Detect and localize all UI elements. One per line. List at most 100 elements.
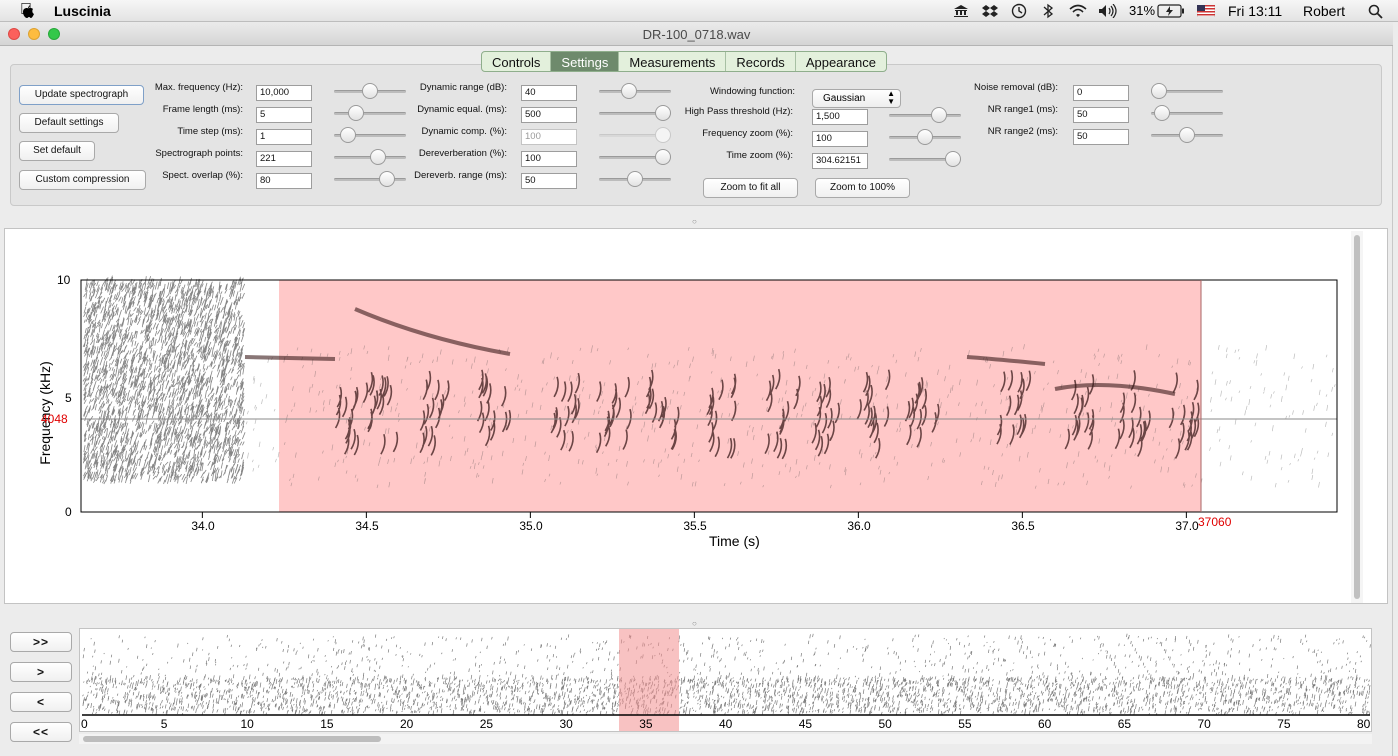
selection-region[interactable]	[279, 280, 1201, 512]
col2-3-slider-knob[interactable]	[655, 149, 671, 165]
dropbox-icon[interactable]	[981, 4, 999, 18]
battery-icon[interactable]	[1157, 4, 1185, 18]
col3-2-slider-knob[interactable]	[945, 151, 961, 167]
col1-0-slider[interactable]	[334, 83, 406, 99]
flag-icon[interactable]	[1197, 5, 1215, 17]
col1-2-slider-knob[interactable]	[339, 127, 356, 143]
fast-back-button[interactable]: <<	[10, 722, 72, 742]
stepper-arrows-icon: ▲ ▼	[887, 89, 895, 106]
splitter-handle-2-icon[interactable]: ○	[692, 619, 697, 628]
col4-0-field[interactable]: 0	[1073, 85, 1129, 101]
user-menu[interactable]: Robert	[1303, 3, 1346, 19]
clock[interactable]: Fri 13:11	[1228, 3, 1283, 19]
col1-3-slider[interactable]	[334, 149, 406, 165]
song-syllables	[334, 368, 1200, 460]
tab-records[interactable]: Records	[726, 52, 796, 71]
windowing-function-select[interactable]: Gaussian ▲ ▼	[812, 89, 901, 108]
volume-icon[interactable]	[1098, 4, 1120, 18]
custom-compression-button[interactable]: Custom compression	[19, 170, 146, 190]
close-button[interactable]	[8, 28, 20, 40]
col3-0-slider-knob[interactable]	[931, 107, 947, 123]
set-default-button[interactable]: Set default	[19, 141, 95, 161]
x-tick-label: 35.0	[519, 519, 543, 533]
y-tick-5: 5	[65, 391, 72, 405]
col4-0-slider[interactable]	[1151, 83, 1223, 99]
col2-4-field[interactable]: 50	[521, 173, 577, 189]
time-machine-icon[interactable]	[1010, 3, 1028, 19]
zoom-to-fit-all-button[interactable]: Zoom to fit all	[703, 178, 798, 198]
spectrograph-view[interactable]: 10 5 0 34.0 34.5 35.0 35.5 36.0 36.5 37.0 Time…	[4, 228, 1388, 604]
col4-2-slider[interactable]	[1151, 127, 1223, 143]
default-settings-button[interactable]: Default settings	[19, 113, 119, 133]
tab-controls[interactable]: Controls	[482, 52, 552, 71]
fast-forward-button[interactable]: >>	[10, 632, 72, 652]
col1-1-slider[interactable]	[334, 105, 406, 121]
horizontal-scrollbar[interactable]	[79, 734, 1372, 744]
title-bar[interactable]: DR-100_0718.wav	[0, 22, 1393, 46]
col2-1-slider-knob[interactable]	[655, 105, 671, 121]
col4-0-slider-knob[interactable]	[1151, 83, 1167, 99]
search-icon[interactable]	[1368, 4, 1384, 20]
tab-bar: Controls Settings Measurements Records A…	[481, 51, 887, 72]
col3-0-field[interactable]: 1,500	[812, 109, 868, 125]
update-spectrograph-button[interactable]: Update spectrograph	[19, 85, 144, 105]
col3-1-slider[interactable]	[889, 129, 961, 145]
col2-4-slider-knob[interactable]	[627, 171, 643, 187]
col2-0-slider-knob[interactable]	[621, 83, 638, 99]
splitter-handle-icon[interactable]: ○	[692, 217, 697, 226]
overview-spectrogram[interactable]: 0 5 10 15 20 25 30 35 40 45 50 55 60 65 70 75 80	[79, 628, 1372, 732]
col2-2-slider[interactable]	[599, 127, 671, 143]
vertical-scrollbar[interactable]	[1351, 231, 1363, 603]
col2-2-field[interactable]: 100	[521, 129, 577, 145]
col3-0-slider[interactable]	[889, 107, 961, 123]
overview-tick-label: 35	[639, 717, 653, 731]
horizontal-scrollbar-thumb[interactable]	[83, 736, 381, 742]
museum-icon[interactable]	[953, 4, 969, 18]
minimize-button[interactable]	[28, 28, 40, 40]
vertical-scrollbar-thumb[interactable]	[1354, 235, 1360, 599]
col4-2-slider-knob[interactable]	[1179, 127, 1195, 143]
zoom-to-100-button[interactable]: Zoom to 100%	[815, 178, 910, 198]
bluetooth-icon[interactable]	[1042, 3, 1054, 19]
col4-1-field[interactable]: 50	[1073, 107, 1129, 123]
col1-2-field[interactable]: 1	[256, 129, 312, 145]
col3-2-field[interactable]: 304.62151	[812, 153, 868, 169]
col2-1-slider[interactable]	[599, 105, 671, 121]
col1-3-field[interactable]: 221	[256, 151, 312, 167]
col1-2-slider[interactable]	[334, 127, 406, 143]
overview-canvas[interactable]	[80, 629, 1372, 732]
col1-3-slider-knob[interactable]	[370, 149, 387, 165]
col2-3-field[interactable]: 100	[521, 151, 577, 167]
app-menu[interactable]: Luscinia	[54, 3, 111, 19]
x-tick-label: 36.0	[847, 519, 871, 533]
col1-4-slider-knob[interactable]	[378, 171, 395, 187]
col2-4-slider[interactable]	[599, 171, 671, 187]
zoom-button[interactable]	[48, 28, 60, 40]
col1-0-slider-knob[interactable]	[362, 83, 378, 99]
forward-button[interactable]: >	[10, 662, 72, 682]
apple-logo-icon[interactable]	[20, 3, 34, 19]
col4-1-slider-knob[interactable]	[1153, 105, 1170, 121]
col2-0-field[interactable]: 40	[521, 85, 577, 101]
col3-2-slider[interactable]	[889, 151, 961, 167]
col4-1-slider[interactable]	[1151, 105, 1223, 121]
col1-4-slider[interactable]	[334, 171, 406, 187]
tab-appearance[interactable]: Appearance	[805, 55, 876, 70]
col3-1-field[interactable]: 100	[812, 131, 868, 147]
col2-0-slider[interactable]	[599, 83, 671, 99]
col1-1-field[interactable]: 5	[256, 107, 312, 123]
col1-0-field[interactable]: 10,000	[256, 85, 312, 101]
tab-settings[interactable]: Settings	[551, 52, 620, 71]
col3-1-slider-knob[interactable]	[917, 129, 933, 145]
col2-1-field[interactable]: 500	[521, 107, 577, 123]
col2-2-slider-knob[interactable]	[655, 127, 671, 143]
col1-4-field[interactable]: 80	[256, 173, 312, 189]
spectrograph-canvas[interactable]	[5, 229, 1345, 603]
col1-1-slider-knob[interactable]	[348, 105, 364, 121]
col2-3-slider[interactable]	[599, 149, 671, 165]
tab-measurements[interactable]: Measurements	[619, 52, 727, 71]
col4-2-field[interactable]: 50	[1073, 129, 1129, 145]
back-button[interactable]: <	[10, 692, 72, 712]
wifi-icon[interactable]	[1068, 4, 1088, 18]
overview-selection[interactable]	[619, 629, 679, 732]
